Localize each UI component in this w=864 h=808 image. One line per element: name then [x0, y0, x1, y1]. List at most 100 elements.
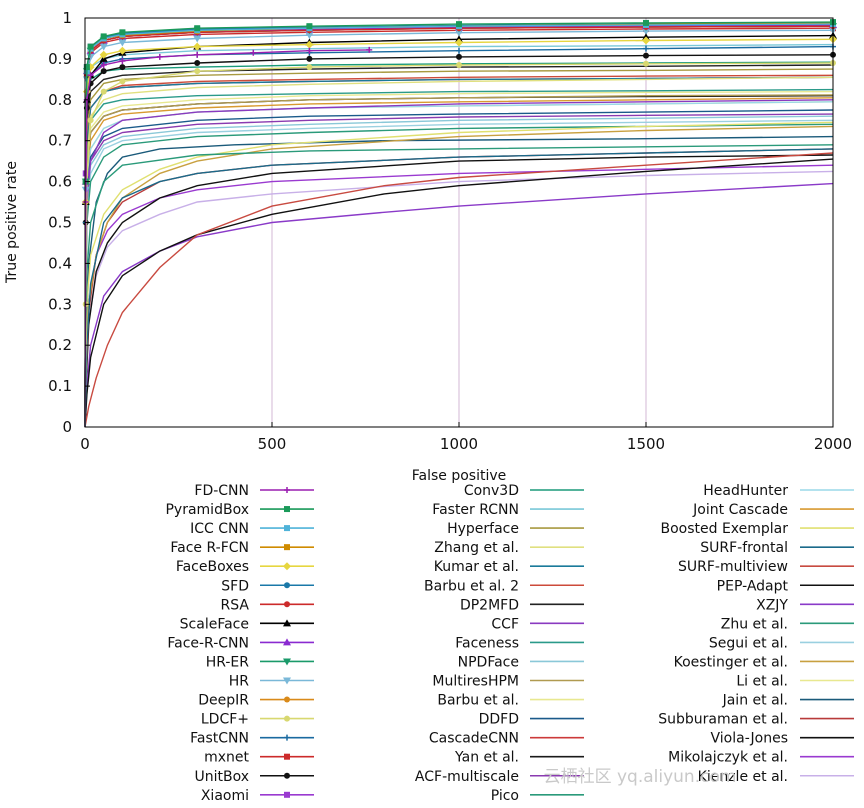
- legend-label: MultiresHPM: [432, 674, 519, 690]
- legend-label: Faster RCNN: [432, 502, 519, 518]
- legend-entry: DeepIR: [198, 693, 314, 709]
- series-line: [84, 182, 834, 428]
- series-marker: [283, 562, 291, 571]
- legend-label: NPDFace: [458, 654, 519, 670]
- series-marker: [194, 51, 201, 58]
- x-axis-label: False positive: [412, 468, 507, 484]
- legend-label: Faceness: [455, 635, 519, 651]
- legend-label: Joint Cascade: [692, 502, 788, 518]
- legend-entry: HR-ER: [206, 654, 314, 670]
- axis-ticks: 0 500 1000 1500 2000 0 0.1 0.2 0.3 0.4 0.5 0.6 0.7 0.…: [48, 9, 852, 453]
- legend-entry: Yan et al.: [454, 750, 584, 766]
- x-tick-label: 500: [258, 435, 287, 453]
- y-tick-label: 0: [62, 418, 72, 436]
- legend-entry: ACF-multiscale: [415, 769, 584, 785]
- series-marker: [643, 19, 649, 26]
- legend-label: FD-CNN: [194, 483, 249, 499]
- legend-entry: FaceBoxes: [176, 559, 314, 575]
- y-tick-label: 1: [62, 9, 72, 27]
- series-marker: [284, 753, 290, 760]
- legend-label: Boosted Exemplar: [660, 521, 788, 537]
- series-marker: [250, 49, 257, 56]
- legend-label: CCF: [491, 616, 519, 632]
- series-xzjy: [84, 182, 834, 428]
- legend-entry: Joint Cascade: [692, 502, 854, 518]
- legend-label: HR: [229, 674, 250, 690]
- series-marker: [156, 53, 163, 60]
- legend-entry: ICC CNN: [190, 521, 314, 537]
- legend-label: Li et al.: [736, 674, 788, 690]
- legend-label: RSA: [221, 597, 250, 613]
- series-marker: [82, 199, 89, 206]
- legend-entry: HR: [229, 674, 314, 690]
- legend-entry: Koestinger et al.: [674, 654, 854, 670]
- legend-label: DeepIR: [198, 693, 249, 709]
- legend-label: Kumar et al.: [434, 559, 519, 575]
- series-marker: [119, 78, 126, 85]
- legend-label: DDFD: [479, 712, 519, 728]
- legend-entry: mxnet: [204, 750, 314, 766]
- legend-entry: SFD: [221, 578, 314, 594]
- series-marker: [100, 88, 107, 95]
- series-marker: [306, 64, 313, 71]
- legend-entry: ScaleFace: [180, 616, 314, 632]
- y-tick-label: 0.9: [48, 50, 72, 68]
- legend-entry: MultiresHPM: [432, 674, 584, 690]
- legend-label: Face-R-CNN: [167, 635, 249, 651]
- legend-label: ICC CNN: [190, 521, 249, 537]
- legend-label: PEP-Adapt: [717, 578, 789, 594]
- y-tick-label: 0.7: [48, 132, 72, 150]
- legend-label: mxnet: [204, 750, 249, 766]
- series-marker: [100, 68, 107, 75]
- series-marker: [83, 64, 90, 71]
- legend-entry: Conv3D: [464, 483, 584, 499]
- y-axis-label: True positive rate: [4, 161, 20, 284]
- legend-label: Hyperface: [447, 521, 519, 537]
- series-marker: [118, 39, 127, 47]
- legend-label: ACF-multiscale: [415, 769, 519, 785]
- legend-label: Yan et al.: [454, 750, 519, 766]
- legend-entry: Zhu et al.: [721, 616, 854, 632]
- legend-entry: SURF-multiview: [678, 559, 854, 575]
- legend-entry: CCF: [491, 616, 584, 632]
- series-marker: [193, 42, 202, 51]
- series-marker: [99, 50, 108, 59]
- series-marker: [306, 47, 313, 54]
- legend-entry: Kumar et al.: [434, 559, 584, 575]
- y-tick-label: 0.2: [48, 336, 72, 354]
- legend-label: Barbu et al.: [437, 693, 519, 709]
- y-tick-label: 0.3: [48, 295, 72, 313]
- series-marker: [119, 64, 126, 71]
- x-tick-label: 0: [80, 435, 90, 453]
- legend-entry: Segui et al.: [709, 635, 854, 651]
- series-marker: [456, 21, 462, 28]
- legend-label: Zhang et al.: [434, 540, 519, 556]
- series-marker: [305, 32, 314, 40]
- legend-label: DP2MFD: [460, 597, 519, 613]
- series-marker: [284, 525, 290, 532]
- legend-entry: Viola-Jones: [711, 731, 854, 747]
- legend-entry: LDCF+: [201, 712, 314, 728]
- legend-entry: Li et al.: [736, 674, 854, 690]
- y-tick-label: 0.4: [48, 254, 72, 272]
- watermark-text: 云栖社区 yq.aliyun.com: [544, 767, 737, 787]
- series-marker: [284, 791, 290, 798]
- series-marker: [456, 53, 462, 60]
- legend-entry: Xiaomi: [201, 788, 314, 804]
- legend-entry: Barbu et al. 2: [424, 578, 584, 594]
- legend-entry: NPDFace: [458, 654, 584, 670]
- y-tick-label: 0.6: [48, 173, 72, 191]
- series-marker: [366, 46, 373, 53]
- series-marker: [283, 619, 291, 627]
- legend-label: SURF-multiview: [678, 559, 788, 575]
- legend-label: PyramidBox: [165, 502, 249, 518]
- x-tick-label: 2000: [814, 435, 852, 453]
- legend-entry: Pico: [491, 788, 584, 804]
- legend-label: Conv3D: [464, 483, 519, 499]
- legend-entry: Subburaman et al.: [658, 712, 854, 728]
- series-marker: [119, 57, 126, 64]
- legend-label: Pico: [491, 788, 519, 804]
- legend-label: Subburaman et al.: [658, 712, 788, 728]
- legend-label: ScaleFace: [180, 616, 249, 632]
